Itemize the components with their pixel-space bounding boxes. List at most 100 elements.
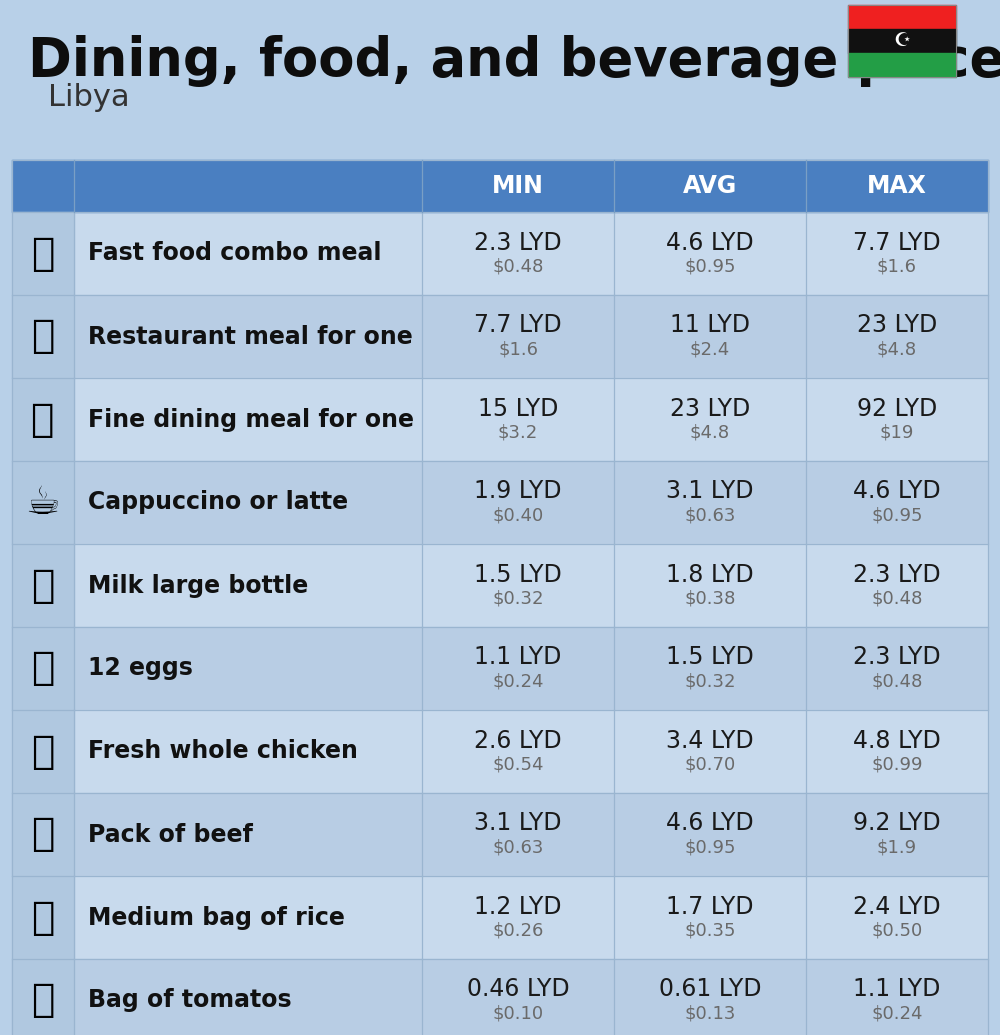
Text: $0.38: $0.38 (684, 590, 736, 608)
Bar (12, 793, 74, 876)
Text: 2.4 LYD: 2.4 LYD (853, 894, 941, 918)
Bar (12, 544, 74, 627)
Text: 3.4 LYD: 3.4 LYD (666, 729, 754, 752)
Text: $0.50: $0.50 (871, 921, 923, 940)
Bar (12, 212, 988, 295)
Bar (12, 378, 74, 461)
Text: $0.48: $0.48 (492, 258, 544, 275)
Text: $0.13: $0.13 (684, 1005, 736, 1023)
Bar (12, 876, 988, 959)
Text: 7.7 LYD: 7.7 LYD (474, 314, 562, 337)
Text: Libya: Libya (48, 83, 130, 112)
Bar (12, 160, 988, 212)
Text: $0.40: $0.40 (492, 506, 544, 525)
Text: 🥩: 🥩 (31, 816, 55, 854)
Text: $0.99: $0.99 (871, 756, 923, 773)
Text: $2.4: $2.4 (690, 341, 730, 358)
Text: Dining, food, and beverage prices: Dining, food, and beverage prices (28, 35, 1000, 87)
Text: $0.95: $0.95 (684, 838, 736, 857)
Text: ☪: ☪ (893, 31, 911, 51)
Text: $0.48: $0.48 (871, 590, 923, 608)
Bar (12, 959, 988, 1035)
Text: $0.95: $0.95 (871, 506, 923, 525)
Text: 1.2 LYD: 1.2 LYD (474, 894, 562, 918)
Text: $0.35: $0.35 (684, 921, 736, 940)
Text: $0.32: $0.32 (492, 590, 544, 608)
Text: MIN: MIN (492, 174, 544, 198)
Text: 🥛: 🥛 (31, 566, 55, 604)
Text: 3.1 LYD: 3.1 LYD (474, 811, 562, 835)
Text: 1.7 LYD: 1.7 LYD (666, 894, 754, 918)
Text: $0.24: $0.24 (492, 673, 544, 690)
Text: 0.61 LYD: 0.61 LYD (659, 977, 761, 1002)
Text: 4.8 LYD: 4.8 LYD (853, 729, 941, 752)
Text: MAX: MAX (867, 174, 927, 198)
Text: 🍳: 🍳 (31, 318, 55, 355)
Text: Pack of beef: Pack of beef (88, 823, 253, 847)
Bar (848, 5, 956, 29)
Text: 3.1 LYD: 3.1 LYD (666, 479, 754, 503)
Text: Fresh whole chicken: Fresh whole chicken (88, 739, 358, 764)
Bar (12, 876, 74, 959)
Text: 15 LYD: 15 LYD (478, 396, 558, 420)
Text: $0.63: $0.63 (684, 506, 736, 525)
Text: 2.3 LYD: 2.3 LYD (853, 562, 941, 587)
Text: 11 LYD: 11 LYD (670, 314, 750, 337)
Bar (12, 959, 74, 1035)
Text: 🐔: 🐔 (31, 733, 55, 770)
Text: $0.63: $0.63 (492, 838, 544, 857)
Bar (12, 461, 988, 544)
Text: $0.10: $0.10 (492, 1005, 544, 1023)
Text: 4.6 LYD: 4.6 LYD (666, 811, 754, 835)
Text: 🍔: 🍔 (31, 235, 55, 272)
Text: 2.3 LYD: 2.3 LYD (853, 646, 941, 670)
Text: Medium bag of rice: Medium bag of rice (88, 906, 345, 929)
Text: $0.70: $0.70 (684, 756, 736, 773)
Bar (12, 378, 988, 461)
Text: 🍅: 🍅 (31, 981, 55, 1019)
Text: $1.6: $1.6 (877, 258, 917, 275)
Text: $0.26: $0.26 (492, 921, 544, 940)
Text: 23 LYD: 23 LYD (857, 314, 937, 337)
Text: Cappuccino or latte: Cappuccino or latte (88, 491, 348, 514)
Bar (848, 29, 956, 53)
Text: $4.8: $4.8 (690, 423, 730, 442)
Text: 2.6 LYD: 2.6 LYD (474, 729, 562, 752)
Text: 7.7 LYD: 7.7 LYD (853, 231, 941, 255)
Bar (12, 295, 988, 378)
Bar (12, 295, 74, 378)
Text: 1.9 LYD: 1.9 LYD (474, 479, 562, 503)
Bar (12, 627, 988, 710)
Text: $3.2: $3.2 (498, 423, 538, 442)
Text: $1.9: $1.9 (877, 838, 917, 857)
Text: 🥚: 🥚 (31, 650, 55, 687)
Text: 1.5 LYD: 1.5 LYD (666, 646, 754, 670)
Text: 12 eggs: 12 eggs (88, 656, 193, 680)
Text: Bag of tomatos: Bag of tomatos (88, 988, 292, 1012)
Text: AVG: AVG (683, 174, 737, 198)
Text: $0.95: $0.95 (684, 258, 736, 275)
Text: Fine dining meal for one: Fine dining meal for one (88, 408, 414, 432)
Text: 9.2 LYD: 9.2 LYD (853, 811, 941, 835)
Bar (12, 627, 74, 710)
Bar (12, 461, 74, 544)
Text: 1.5 LYD: 1.5 LYD (474, 562, 562, 587)
Text: 23 LYD: 23 LYD (670, 396, 750, 420)
Text: Milk large bottle: Milk large bottle (88, 573, 308, 597)
Bar (12, 793, 988, 876)
Text: 4.6 LYD: 4.6 LYD (666, 231, 754, 255)
Bar (848, 5, 956, 77)
Text: Fast food combo meal: Fast food combo meal (88, 241, 382, 266)
Text: 4.6 LYD: 4.6 LYD (853, 479, 941, 503)
Bar (848, 53, 956, 77)
Bar (12, 710, 988, 793)
Text: 0.46 LYD: 0.46 LYD (467, 977, 569, 1002)
Text: 🍽️: 🍽️ (31, 401, 55, 439)
Bar (12, 212, 74, 295)
Text: $0.48: $0.48 (871, 673, 923, 690)
Text: 1.8 LYD: 1.8 LYD (666, 562, 754, 587)
Text: $0.54: $0.54 (492, 756, 544, 773)
Bar (12, 544, 988, 627)
Text: 1.1 LYD: 1.1 LYD (853, 977, 941, 1002)
Text: $1.6: $1.6 (498, 341, 538, 358)
